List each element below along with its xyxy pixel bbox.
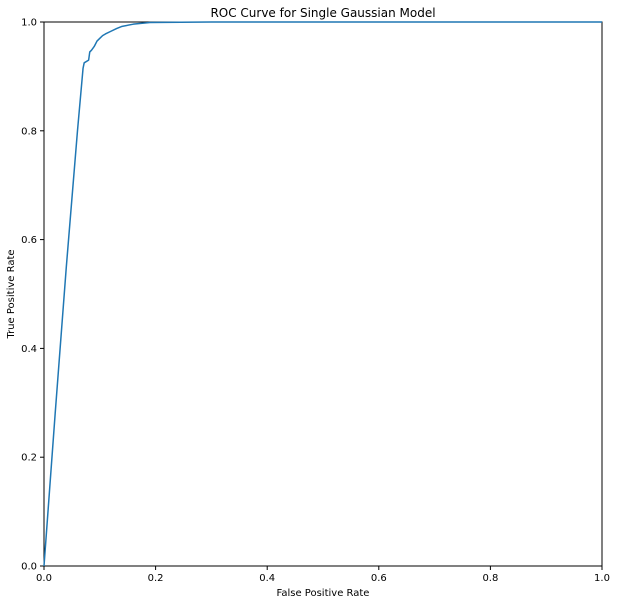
y-tick-label: 1.0	[21, 18, 37, 29]
y-tick-label: 0.2	[21, 453, 37, 464]
x-tick-label: 0.8	[482, 573, 498, 584]
series-layer	[43, 21, 602, 567]
x-axis-label: False Positive Rate	[277, 588, 370, 599]
roc-curve-line	[43, 21, 602, 567]
plot-area: 0.0 0.2 0.4 0.6 0.8 1.0 0.0 0.2 0.4 0.6 0.8 1.0	[21, 18, 610, 585]
y-tick-label: 0.8	[21, 126, 37, 137]
plot-frame	[43, 21, 603, 567]
y-axis: 0.0 0.2 0.4 0.6 0.8 1.0	[21, 18, 44, 573]
y-tick-label: 0.0	[21, 562, 37, 573]
y-tick-label: 0.4	[21, 344, 37, 355]
x-tick-label: 0.2	[148, 573, 164, 584]
y-tick-label: 0.6	[21, 235, 37, 246]
y-axis-label: True Positive Rate	[6, 249, 17, 339]
chart-title: ROC Curve for Single Gaussian Model	[210, 6, 435, 20]
x-axis: 0.0 0.2 0.4 0.6 0.8 1.0	[36, 566, 610, 584]
x-tick-label: 0.0	[36, 573, 52, 584]
x-tick-label: 0.4	[259, 573, 275, 584]
x-tick-label: 1.0	[594, 573, 610, 584]
x-tick-label: 0.6	[371, 573, 387, 584]
